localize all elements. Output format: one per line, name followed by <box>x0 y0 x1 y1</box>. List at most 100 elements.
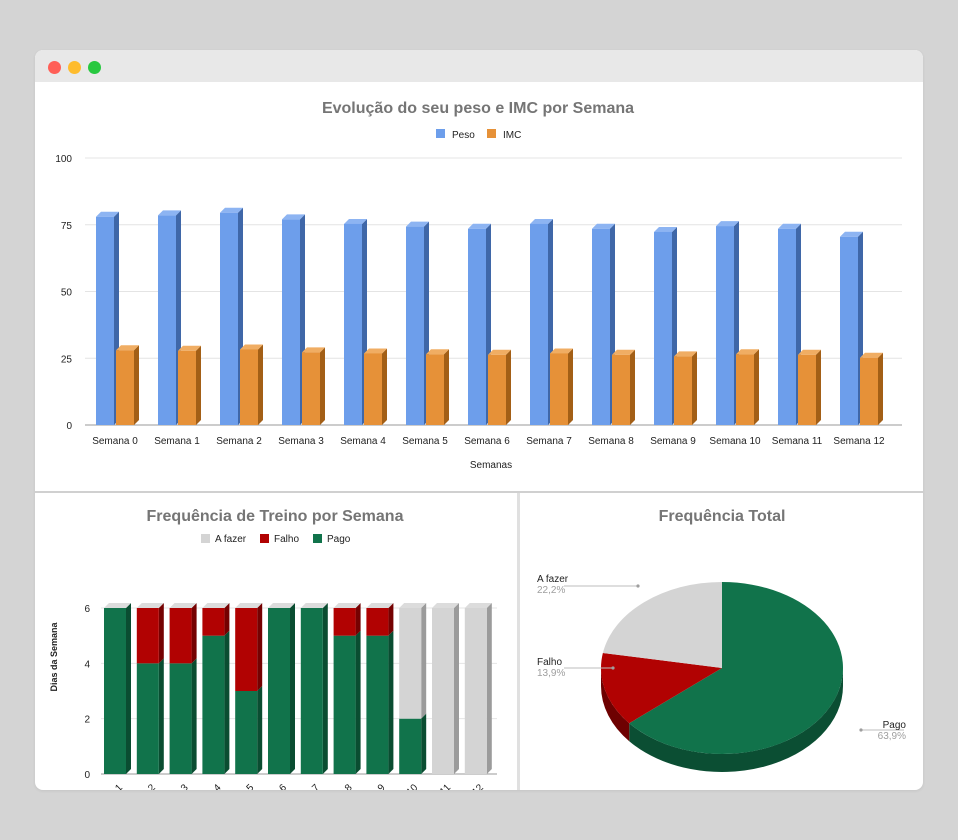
bar-front <box>158 215 176 425</box>
bar-peso-semana-9 <box>654 226 677 425</box>
bar-front <box>468 228 486 425</box>
bar-front <box>366 635 389 774</box>
bar-top <box>240 344 263 350</box>
x-tick-label: Semana 9 <box>650 436 696 447</box>
bar-front <box>136 663 159 774</box>
bar-top <box>674 351 697 357</box>
bar-segment-pago <box>235 686 263 774</box>
bar-side <box>126 603 131 774</box>
x-tick-label: Semana 6 <box>464 436 510 447</box>
bar-side <box>320 347 325 425</box>
x-tick-label: Semana 6 <box>249 782 289 790</box>
bar-front <box>169 608 192 664</box>
bar-side <box>506 349 511 425</box>
bar-top <box>716 221 739 227</box>
bar-side <box>355 630 361 774</box>
bar-imc-semana-4 <box>364 348 387 425</box>
stacked-bar-semana-2 <box>136 603 164 774</box>
bar-side <box>158 603 164 664</box>
bar-imc-semana-9 <box>674 351 697 425</box>
bar-imc-semana-12 <box>860 352 883 425</box>
bar-front <box>202 608 225 636</box>
bar-top <box>268 603 295 608</box>
bar-segment-a-fazer <box>399 603 427 719</box>
slice-name: A fazer <box>537 574 569 585</box>
bar-imc-semana-8 <box>612 349 635 425</box>
bar-imc-semana-1 <box>178 345 201 425</box>
x-tick-label: Semana 3 <box>278 436 324 447</box>
y-tick-label: 75 <box>61 221 73 232</box>
bar-top <box>550 348 573 354</box>
close-window-button[interactable] <box>48 61 61 74</box>
bar-side <box>191 603 197 664</box>
bar-front <box>268 608 290 774</box>
bar-front <box>674 356 692 425</box>
bar-segment-a-fazer <box>464 603 492 774</box>
bar-segment-pago <box>169 658 197 774</box>
bar-front <box>333 635 356 774</box>
bar-top <box>778 223 801 229</box>
bar-side <box>568 348 573 425</box>
bar-segment-pago <box>136 658 164 774</box>
bar-front <box>220 212 238 425</box>
bar-top <box>736 349 759 355</box>
minimize-window-button[interactable] <box>68 61 81 74</box>
chart-legend: A fazer Falho Pago <box>201 534 351 545</box>
leader-dot <box>611 666 615 670</box>
slice-percent: 22,2% <box>537 585 565 596</box>
y-tick-label: 2 <box>84 715 90 726</box>
bar-segment-falho <box>202 603 230 636</box>
bar-side <box>816 349 821 425</box>
chart-title: Frequência de Treino por Semana <box>147 508 404 525</box>
section-divider-vertical <box>517 493 520 790</box>
window-titlebar <box>35 50 923 82</box>
slice-name: Falho <box>537 657 562 668</box>
bar-imc-semana-0 <box>116 345 139 425</box>
bar-front <box>282 219 300 425</box>
bar-side <box>454 603 459 774</box>
y-tick-label: 4 <box>84 659 90 670</box>
bar-segment-pago <box>202 630 230 774</box>
bar-top <box>300 603 328 608</box>
bar-side <box>257 686 263 774</box>
bar-front <box>798 354 816 425</box>
bar-front <box>302 352 320 425</box>
y-tick-label: 100 <box>55 154 72 165</box>
bar-segment-falho <box>235 603 263 691</box>
bar-top <box>432 603 459 608</box>
stacked-bar-semana-12 <box>464 603 492 774</box>
pie-side-pago <box>629 668 843 772</box>
bar-front <box>366 608 389 636</box>
bar-peso-semana-0 <box>96 211 119 425</box>
x-axis-label: Semanas <box>470 460 512 471</box>
x-tick-label: Semana 7 <box>282 782 322 790</box>
legend-swatch-falho <box>260 534 269 543</box>
x-tick-label: Semana 0 <box>92 436 138 447</box>
bar-front <box>178 350 196 425</box>
x-tick-label: Semana 3 <box>151 782 191 790</box>
bar-side <box>630 349 635 425</box>
bar-front <box>333 608 356 636</box>
zoom-window-button[interactable] <box>88 61 101 74</box>
bar-front <box>432 608 454 774</box>
y-tick-label: 6 <box>84 604 90 615</box>
bar-front <box>426 354 444 425</box>
bar-side <box>196 345 201 425</box>
bar-front <box>344 223 362 425</box>
bar-front <box>654 231 672 425</box>
bar-side <box>134 345 139 425</box>
bar-front <box>364 353 382 425</box>
bar-side <box>258 344 263 425</box>
bar-side <box>224 603 230 636</box>
bar-side <box>878 352 883 425</box>
bar-top <box>302 347 325 353</box>
bar-front <box>169 663 192 774</box>
stacked-bar-semana-7 <box>300 603 328 774</box>
bar-peso-semana-10 <box>716 221 739 425</box>
bar-top <box>282 214 305 220</box>
bar-top <box>96 211 119 217</box>
bar-top <box>202 603 230 608</box>
